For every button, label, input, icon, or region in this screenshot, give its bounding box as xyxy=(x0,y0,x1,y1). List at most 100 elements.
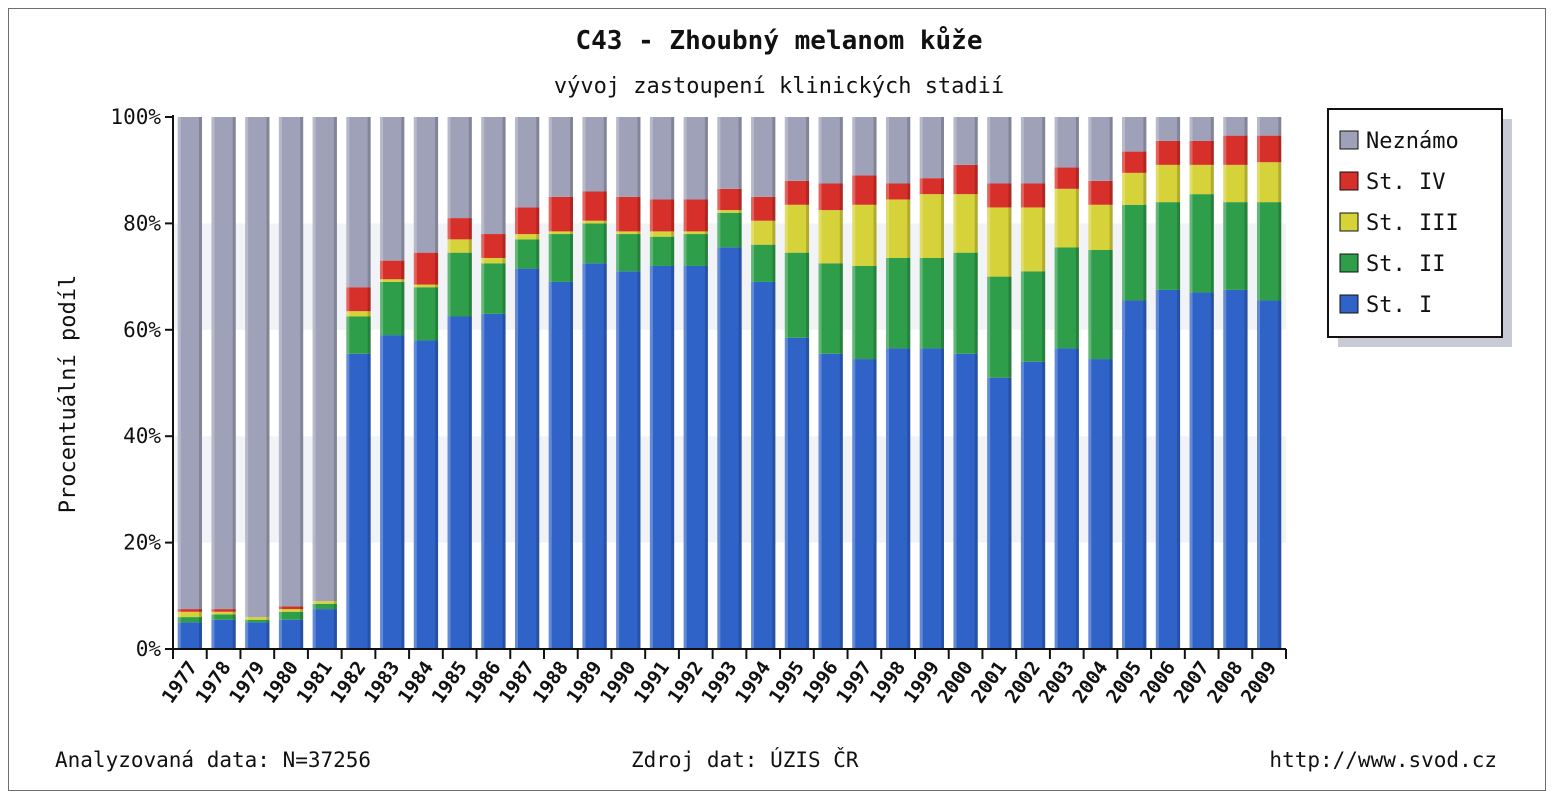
bar-segment xyxy=(751,281,776,649)
bar-segment xyxy=(885,183,911,200)
bar-segment xyxy=(380,260,405,280)
x-tick-label: 1992 xyxy=(664,657,708,707)
bar-segment xyxy=(413,340,439,649)
bar-segment xyxy=(1155,117,1181,141)
bar-highlight xyxy=(751,117,755,649)
bar-segment xyxy=(852,359,877,649)
legend-label: St. I xyxy=(1366,293,1432,318)
bar-segment xyxy=(919,117,944,179)
bar-segment xyxy=(481,117,506,235)
bar-shade xyxy=(671,117,675,649)
y-tick-label: 80% xyxy=(123,211,161,235)
bar-highlight xyxy=(616,117,620,649)
bar-segment xyxy=(346,353,371,649)
bar-shade xyxy=(199,117,203,649)
bar-segment xyxy=(582,263,607,649)
bar-shade xyxy=(603,117,607,649)
bar-segment xyxy=(1223,135,1248,165)
bar-highlight xyxy=(1223,117,1227,649)
bar-segment xyxy=(1020,271,1046,362)
legend-swatch xyxy=(1339,253,1359,273)
bar-shade xyxy=(974,117,978,649)
y-tick-label: 60% xyxy=(123,318,161,342)
x-tick-label: 2009 xyxy=(1237,657,1281,707)
bar-segment xyxy=(245,622,270,649)
bar-shade xyxy=(738,117,742,649)
bar-segment xyxy=(1054,348,1079,649)
bar-highlight xyxy=(1088,117,1092,649)
bar-highlight xyxy=(885,117,889,649)
x-tick-label: 2008 xyxy=(1203,657,1247,707)
bar-segment xyxy=(1155,164,1181,203)
x-tick-label: 1982 xyxy=(326,657,370,707)
x-tick-label: 1996 xyxy=(799,657,843,707)
legend-swatch xyxy=(1339,130,1359,150)
bar-segment xyxy=(987,276,1012,378)
bar-segment xyxy=(481,313,506,649)
bar-shade xyxy=(1244,117,1248,649)
bar-segment xyxy=(514,239,540,269)
bar-segment xyxy=(852,204,877,266)
x-tick-label: 2007 xyxy=(1170,657,1214,707)
bar-segment xyxy=(649,199,675,232)
bar-highlight xyxy=(1256,117,1260,649)
x-tick-label: 1985 xyxy=(428,657,472,707)
x-tick-label: 1988 xyxy=(529,657,573,707)
bar-highlight xyxy=(211,117,215,649)
x-tick-label: 2005 xyxy=(1102,657,1146,707)
bar-shade xyxy=(266,117,270,649)
bar-segment xyxy=(885,257,911,349)
bar-segment xyxy=(211,611,236,615)
bar-shade xyxy=(1210,117,1214,649)
bar-segment xyxy=(1122,151,1147,173)
bar-shade xyxy=(637,117,641,649)
bar-shade xyxy=(1278,117,1282,649)
bar-segment xyxy=(1256,135,1282,163)
bar-segment xyxy=(447,218,472,240)
bar-segment xyxy=(413,117,439,253)
bar-segment xyxy=(245,617,270,620)
bar-segment xyxy=(177,617,202,623)
bar-segment xyxy=(514,207,540,235)
bar-highlight xyxy=(852,117,856,649)
bar-segment xyxy=(1256,117,1282,136)
bar-segment xyxy=(616,271,641,649)
x-tick-label: 1993 xyxy=(697,657,741,707)
y-axis-label: Procentuální podíl xyxy=(56,275,81,513)
bar-segment xyxy=(278,117,304,607)
bar-segment xyxy=(413,252,439,285)
bar-segment xyxy=(1122,204,1147,301)
bar-highlight xyxy=(413,117,417,649)
bar-segment xyxy=(717,247,742,649)
bar-segment xyxy=(481,257,506,264)
bar-segment xyxy=(514,268,540,649)
bar-segment xyxy=(919,194,944,258)
bar-highlight xyxy=(1020,117,1024,649)
bar-segment xyxy=(346,287,371,312)
bar-segment xyxy=(784,252,810,338)
x-tick-label: 2006 xyxy=(1136,657,1180,707)
bar-highlight xyxy=(278,117,282,649)
bar-segment xyxy=(1088,204,1113,250)
bar-segment xyxy=(751,220,776,245)
bar-segment xyxy=(380,279,405,282)
bar-shade xyxy=(333,117,337,649)
bar-segment xyxy=(987,207,1012,277)
bar-segment xyxy=(1256,300,1282,649)
bar-segment xyxy=(919,348,944,649)
bar-segment xyxy=(616,117,641,197)
bar-shade xyxy=(1075,117,1079,649)
x-tick-label: 1977 xyxy=(158,657,202,707)
legend-label: St. II xyxy=(1366,252,1445,277)
bar-segment xyxy=(683,265,708,649)
bar-shade xyxy=(1177,117,1181,649)
y-tick-label: 0% xyxy=(136,637,162,661)
bar-segment xyxy=(717,188,742,211)
x-tick-label: 1986 xyxy=(461,657,505,707)
bar-segment xyxy=(1020,117,1046,184)
chart-title: C43 - Zhoubný melanom kůže xyxy=(576,24,983,56)
bar-segment xyxy=(380,335,405,649)
x-tick-label: 1978 xyxy=(191,657,235,707)
bar-highlight xyxy=(1054,117,1058,649)
bar-shade xyxy=(941,117,945,649)
